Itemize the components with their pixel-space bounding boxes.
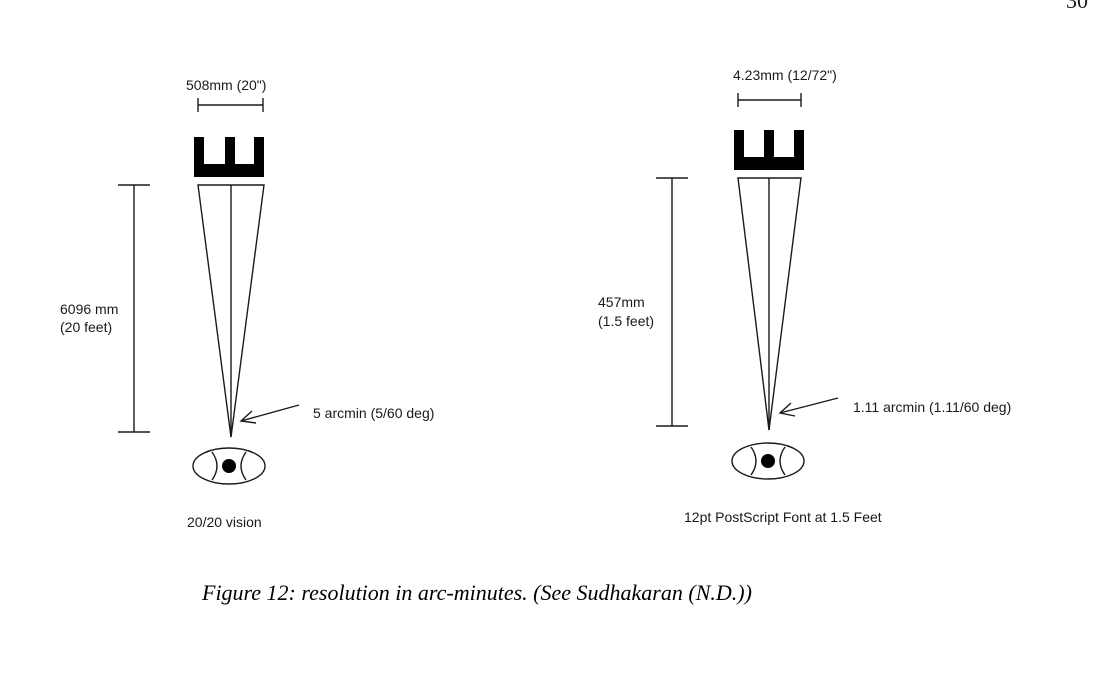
left-angle-label: 5 arcmin (5/60 deg) [313, 405, 434, 421]
right-angle-arrow [778, 397, 839, 417]
left-letter-e-symbol [194, 137, 264, 177]
right-letter-width-dimension [737, 93, 802, 107]
figure-caption: Figure 12: resolution in arc-minutes. (S… [201, 580, 752, 605]
left-distance-dimension [118, 184, 150, 433]
left-letter-width-dimension [197, 98, 264, 112]
left-eye-icon [192, 447, 266, 485]
left-angle-arrow [239, 404, 300, 424]
page-number: 30 [1066, 0, 1088, 13]
left-letter-size-label: 508mm (20") [186, 77, 266, 93]
right-letter-size-label: 4.23mm (12/72") [733, 67, 837, 83]
right-eye-icon [731, 442, 805, 480]
left-visual-angle-cone [197, 184, 265, 438]
left-diagram: 508mm (20") 6096 mm (20 feet) 5 arcmin ( [60, 77, 434, 530]
right-letter-e-symbol [734, 130, 804, 170]
right-angle-label: 1.11 arcmin (1.11/60 deg) [853, 399, 1011, 415]
right-subtitle: 12pt PostScript Font at 1.5 Feet [684, 509, 882, 525]
left-distance-label-line1: 6096 mm [60, 301, 118, 317]
left-distance-label-line2: (20 feet) [60, 319, 112, 335]
right-diagram: 4.23mm (12/72") 457mm (1.5 feet) 1.11 ar [598, 67, 1011, 525]
right-distance-label-line1: 457mm [598, 294, 645, 310]
right-distance-label-line2: (1.5 feet) [598, 313, 654, 329]
left-subtitle: 20/20 vision [187, 514, 262, 530]
right-distance-dimension [656, 177, 688, 427]
right-visual-angle-cone [737, 177, 802, 431]
